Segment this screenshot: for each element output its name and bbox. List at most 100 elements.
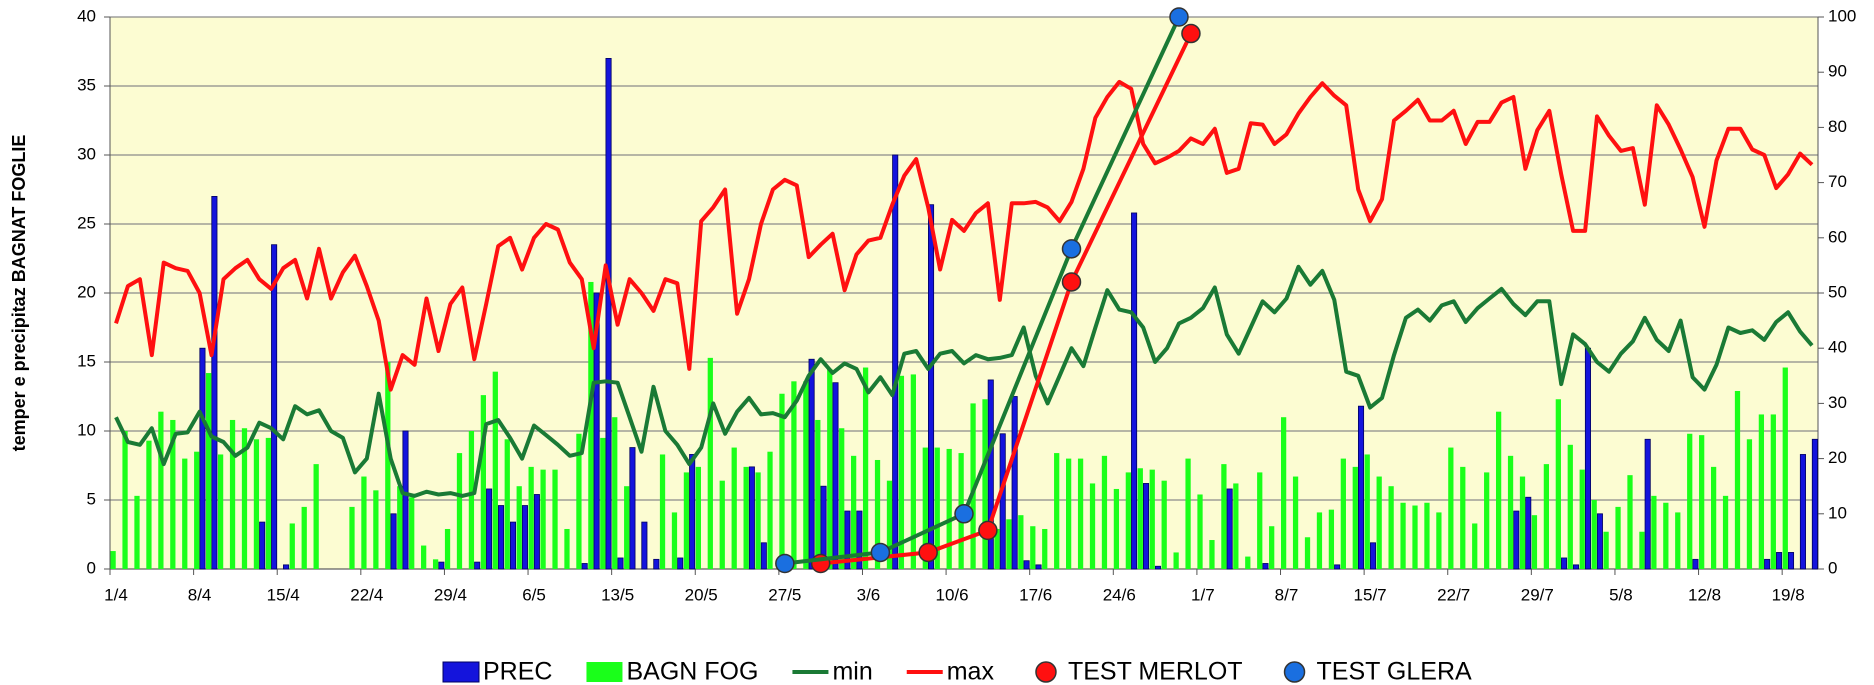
marker <box>1061 239 1082 259</box>
bar <box>839 428 845 569</box>
bar <box>1687 433 1693 569</box>
x-tick-label: 19/8 <box>1772 585 1805 604</box>
bar <box>217 454 224 569</box>
x-tick-label: 1/4 <box>104 585 128 604</box>
bar <box>373 490 379 569</box>
bar <box>1746 439 1753 569</box>
bar <box>1101 455 1108 569</box>
bar <box>1340 458 1346 569</box>
bar <box>444 528 451 569</box>
x-tick-label: 22/4 <box>350 585 383 604</box>
bar <box>1388 486 1394 569</box>
bar <box>653 558 660 570</box>
marker <box>954 504 974 524</box>
y-tick-label: 20 <box>77 282 96 301</box>
bar <box>659 454 666 569</box>
bar <box>146 440 152 569</box>
marker <box>978 520 998 541</box>
bar <box>1280 417 1287 569</box>
y-tick-label: 15 <box>77 351 96 370</box>
bar <box>432 559 439 569</box>
bar <box>1221 464 1227 569</box>
bar <box>1137 468 1143 569</box>
bar <box>182 458 188 569</box>
legend-label: PREC <box>483 658 552 685</box>
bar <box>1675 512 1681 569</box>
bar <box>1369 542 1376 570</box>
bar <box>719 480 725 569</box>
bar <box>1603 531 1609 569</box>
bar <box>1722 495 1729 569</box>
bar <box>1627 475 1633 569</box>
marker <box>775 553 795 574</box>
bar <box>803 381 809 569</box>
bar <box>1142 483 1150 570</box>
bar <box>456 453 463 569</box>
x-tick-label: 29/4 <box>434 585 467 604</box>
bar <box>748 466 755 570</box>
bar <box>934 447 940 569</box>
bar <box>301 506 307 569</box>
bar <box>815 419 821 569</box>
legend-label: min <box>832 658 872 685</box>
bar <box>480 395 486 569</box>
bar <box>898 375 905 569</box>
bar <box>1734 390 1741 569</box>
bar <box>211 195 218 570</box>
bar <box>1209 540 1215 569</box>
bar <box>1412 505 1418 569</box>
bar <box>468 431 475 569</box>
bar <box>1596 513 1603 570</box>
y2-tick-label: 100 <box>1828 6 1856 25</box>
bar <box>689 454 696 570</box>
bar <box>1782 367 1788 569</box>
bar <box>1591 500 1597 569</box>
bar <box>259 521 266 570</box>
x-tick-label: 12/8 <box>1688 585 1721 604</box>
bar <box>612 417 618 569</box>
bar <box>1376 476 1382 569</box>
legend-label: BAGN FOG <box>626 658 758 685</box>
legend-label: max <box>947 658 995 685</box>
marker <box>870 542 891 563</box>
bar <box>1584 347 1591 570</box>
bar <box>1507 455 1514 569</box>
bar <box>1758 414 1765 569</box>
bar <box>289 523 295 569</box>
legend-swatch <box>1283 661 1306 683</box>
bar <box>158 411 164 569</box>
bar <box>1292 476 1299 569</box>
bar <box>1023 560 1030 570</box>
bar <box>641 521 648 570</box>
bar <box>629 447 636 570</box>
bar <box>1269 526 1275 569</box>
bar <box>498 505 505 570</box>
y2-tick-label: 80 <box>1828 117 1847 136</box>
bar <box>1436 512 1442 569</box>
bar <box>892 154 899 570</box>
bar <box>1035 564 1042 570</box>
y2-tick-label: 90 <box>1828 62 1847 81</box>
bar <box>1089 483 1096 569</box>
bar <box>1555 399 1561 569</box>
y-tick-label: 5 <box>87 489 96 508</box>
line <box>114 79 1814 392</box>
y2-tick-label: 70 <box>1828 172 1847 191</box>
bar <box>474 561 481 570</box>
bar <box>671 512 678 569</box>
bar <box>1776 552 1783 570</box>
y2-tick-label: 10 <box>1828 503 1847 522</box>
bar <box>1561 557 1568 570</box>
bar <box>1173 552 1179 569</box>
bar <box>540 469 546 569</box>
y-tick-label: 0 <box>87 558 96 577</box>
bar <box>779 393 785 569</box>
bar <box>253 439 260 569</box>
bar <box>808 358 815 570</box>
bar <box>1567 444 1573 569</box>
y-tick-label: 35 <box>77 75 96 94</box>
bar <box>492 371 498 569</box>
y-tick-label: 25 <box>77 213 96 232</box>
bar <box>349 506 355 569</box>
bar <box>1484 472 1490 569</box>
